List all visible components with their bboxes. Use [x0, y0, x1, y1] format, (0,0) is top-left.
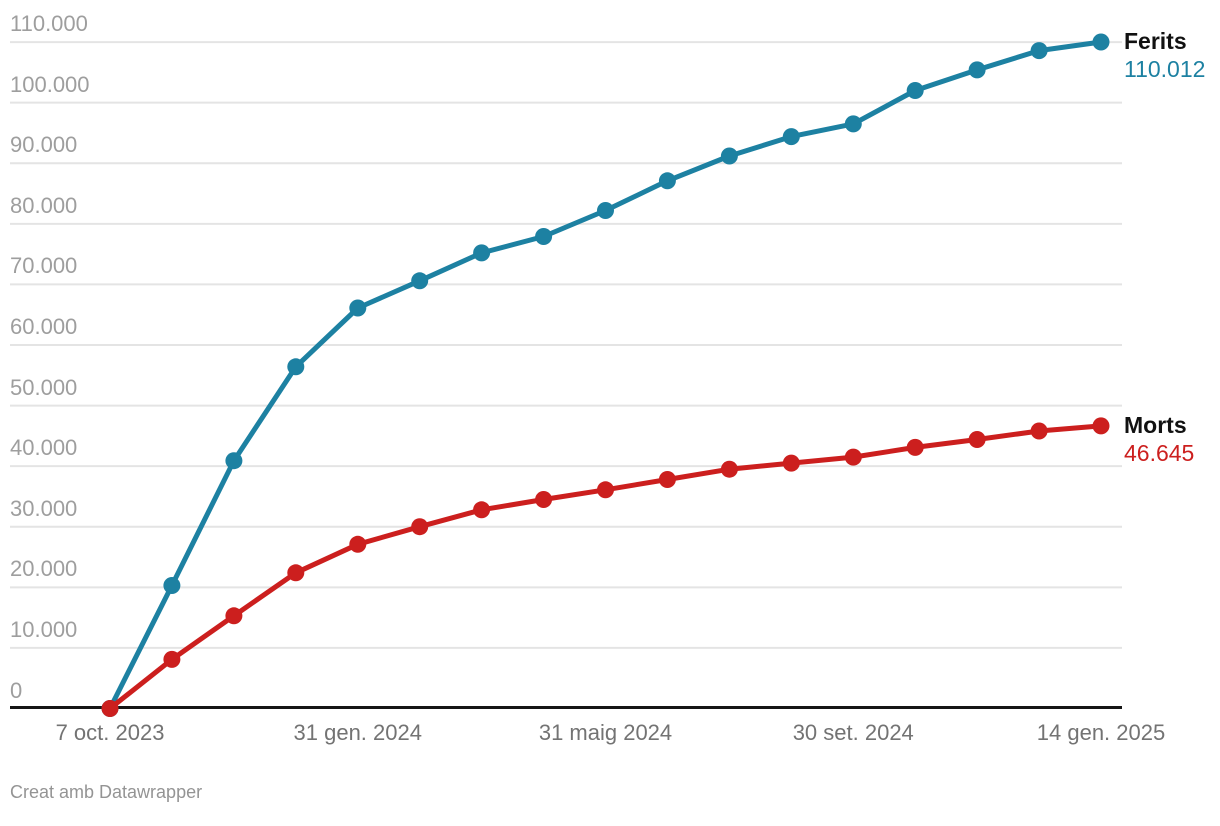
- data-point: [349, 299, 367, 317]
- series-value-label: 46.645: [1124, 439, 1195, 466]
- y-axis-tick-label: 30.000: [10, 495, 78, 521]
- data-point: [906, 82, 924, 99]
- y-axis-tick-label: 60.000: [10, 313, 78, 339]
- data-point: [720, 147, 738, 165]
- y-axis-tick-label: 70.000: [10, 253, 78, 279]
- data-point: [1030, 422, 1048, 440]
- data-point: [163, 650, 181, 668]
- y-axis-tick-label: 0: [10, 677, 23, 703]
- footer-credit: Creat amb Datawrapper: [10, 782, 203, 802]
- y-axis-tick-label: 20.000: [10, 556, 78, 582]
- data-point: [287, 358, 305, 376]
- series-name-label: Ferits: [1124, 28, 1187, 54]
- series-name-label: Morts: [1124, 411, 1187, 438]
- data-point: [782, 454, 800, 472]
- data-point: [1030, 42, 1048, 60]
- data-point: [225, 607, 243, 625]
- y-axis-tick-label: 50.000: [10, 374, 78, 400]
- y-axis-tick-label: 10.000: [10, 616, 78, 642]
- data-point: [163, 577, 181, 594]
- data-point: [844, 448, 862, 466]
- data-point: [720, 460, 738, 478]
- series-line-morts: [107, 423, 1104, 711]
- x-axis-tick-label: 31 maig 2024: [538, 720, 673, 745]
- y-axis-tick-label: 40.000: [10, 435, 78, 461]
- data-point: [968, 431, 986, 448]
- data-point: [968, 61, 986, 79]
- data-point: [597, 202, 614, 219]
- series-value-label: 110.012: [1124, 56, 1206, 82]
- x-axis-tick-label: 14 gen. 2025: [1036, 720, 1166, 745]
- data-point: [844, 115, 862, 133]
- data-point: [1092, 417, 1110, 435]
- data-point: [287, 564, 305, 582]
- data-point: [597, 481, 614, 499]
- y-axis-tick-label: 100.000: [10, 71, 90, 97]
- y-axis-tick-label: 90.000: [10, 132, 78, 158]
- data-point: [782, 128, 800, 146]
- data-point: [411, 518, 429, 536]
- x-axis-tick-label: 7 oct. 2023: [55, 720, 165, 745]
- data-point: [225, 452, 243, 470]
- data-point: [658, 172, 676, 190]
- legend-morts: Morts 46.645: [1124, 411, 1194, 467]
- data-point: [101, 700, 119, 717]
- data-point: [1092, 33, 1110, 51]
- y-axis-tick-label: 110.000: [10, 11, 88, 37]
- legend-ferits: Ferits 110.012: [1124, 27, 1205, 83]
- data-point: [658, 471, 676, 488]
- y-axis-tick-label: 80.000: [10, 192, 78, 218]
- series-line-ferits: [107, 39, 1104, 711]
- data-point: [473, 501, 491, 519]
- data-point: [906, 438, 924, 456]
- data-point: [473, 244, 491, 262]
- x-axis-tick-label: 31 gen. 2024: [293, 720, 422, 745]
- data-point: [535, 228, 553, 245]
- data-point: [349, 535, 367, 553]
- data-point: [411, 272, 429, 290]
- x-axis-tick-label: 30 set. 2024: [792, 720, 914, 745]
- data-point: [535, 491, 553, 508]
